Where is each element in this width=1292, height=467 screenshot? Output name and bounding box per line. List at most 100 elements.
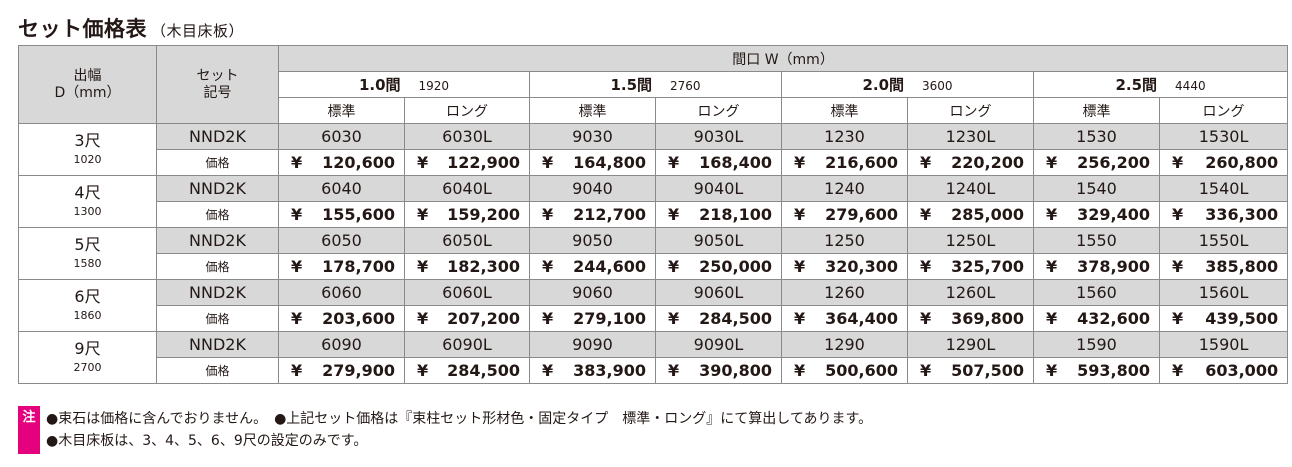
price-value: 285,000	[951, 205, 1024, 224]
price-value: 120,600	[322, 153, 395, 172]
code-row: 6尺 1860 NND2K 6060 6060L 9060 9060L 1260 1260L 15…	[18, 279, 1289, 332]
set-code-cell: NND2K	[156, 331, 279, 358]
price-value: 507,500	[951, 361, 1024, 380]
yen-sign: ¥	[794, 257, 806, 276]
product-code-cell: 9030	[529, 123, 656, 150]
code-row: 5尺 1580 NND2K 6050 6050L 9050 9050L 1250 1250L 15…	[18, 227, 1289, 280]
price-value: 385,800	[1205, 257, 1279, 276]
product-code-cell: 1540L	[1158, 175, 1289, 202]
price-label: 価格	[156, 357, 279, 384]
price-value: 369,800	[951, 309, 1024, 328]
product-code-cell: 1560	[1033, 279, 1160, 306]
product-code-cell: 1590L	[1158, 331, 1289, 358]
set-code-cell: NND2K	[156, 227, 279, 254]
yen-sign: ¥	[794, 205, 806, 224]
price-cell: ¥279,600	[781, 201, 908, 228]
yen-sign: ¥	[542, 153, 554, 172]
depth-cell: 6尺 1860	[18, 279, 157, 332]
price-cell: ¥285,000	[907, 201, 1034, 228]
product-code-cell: 1260L	[907, 279, 1034, 306]
product-code-cell: 9060	[529, 279, 656, 306]
price-label: 価格	[156, 149, 279, 176]
price-cell: ¥260,800	[1158, 149, 1289, 176]
yen-sign: ¥	[542, 309, 554, 328]
yen-sign: ¥	[542, 361, 554, 380]
price-cell: ¥320,300	[781, 253, 908, 280]
price-value: 364,400	[825, 309, 898, 328]
product-code-cell: 1230	[781, 123, 908, 150]
price-cell: ¥284,500	[404, 357, 530, 384]
price-value: 284,500	[699, 309, 772, 328]
yen-sign: ¥	[1046, 153, 1058, 172]
price-cell: ¥593,800	[1033, 357, 1160, 384]
product-code-cell: 6060L	[404, 279, 530, 306]
depth-header: 出幅 D（mm）	[18, 45, 157, 124]
product-code-cell: 6090	[278, 331, 405, 358]
product-code-cell: 1530L	[1158, 123, 1289, 150]
price-cell: ¥212,700	[529, 201, 656, 228]
price-cell: ¥250,000	[655, 253, 782, 280]
price-cell: ¥207,200	[404, 305, 530, 332]
yen-sign: ¥	[1046, 361, 1058, 380]
price-value: 593,800	[1077, 361, 1150, 380]
price-value: 325,700	[951, 257, 1024, 276]
price-cell: ¥329,400	[1033, 201, 1160, 228]
yen-sign: ¥	[1172, 153, 1184, 172]
price-cell: ¥182,300	[404, 253, 530, 280]
yen-sign: ¥	[920, 153, 932, 172]
long-header: ロング	[404, 97, 530, 124]
price-cell: ¥164,800	[529, 149, 656, 176]
product-code-cell: 9090L	[655, 331, 782, 358]
price-value: 155,600	[322, 205, 395, 224]
yen-sign: ¥	[542, 257, 554, 276]
price-cell: ¥385,800	[1158, 253, 1289, 280]
price-value: 279,900	[322, 361, 395, 380]
price-value: 164,800	[573, 153, 646, 172]
yen-sign: ¥	[1172, 361, 1184, 380]
yen-sign: ¥	[291, 205, 303, 224]
product-code-cell: 1290L	[907, 331, 1034, 358]
price-value: 212,700	[573, 205, 646, 224]
standard-header: 標準	[1033, 97, 1160, 124]
price-cell: ¥168,400	[655, 149, 782, 176]
price-row: 価格 ¥203,600 ¥207,200 ¥279,100 ¥284,500 ¥364,4…	[19, 305, 1289, 332]
price-cell: ¥218,100	[655, 201, 782, 228]
depth-cell: 9尺 2700	[18, 331, 157, 384]
standard-header: 標準	[278, 97, 405, 124]
long-header: ロング	[655, 97, 782, 124]
set-code-header: セット 記号	[156, 45, 279, 124]
product-code-cell: 6090L	[404, 331, 530, 358]
price-value: 122,900	[447, 153, 520, 172]
yen-sign: ¥	[417, 205, 429, 224]
price-label: 価格	[156, 305, 279, 332]
price-cell: ¥216,600	[781, 149, 908, 176]
price-value: 329,400	[1077, 205, 1150, 224]
price-cell: ¥122,900	[404, 149, 530, 176]
yen-sign: ¥	[1046, 257, 1058, 276]
product-code-cell: 1260	[781, 279, 908, 306]
yen-sign: ¥	[417, 361, 429, 380]
code-row: 3尺 1020 NND2K 6030 6030L 9030 9030L 1230 1230L 15…	[18, 123, 1289, 176]
price-value: 220,200	[951, 153, 1024, 172]
product-code-cell: 6050	[278, 227, 405, 254]
yen-sign: ¥	[417, 309, 429, 328]
product-code-cell: 9040L	[655, 175, 782, 202]
price-cell: ¥159,200	[404, 201, 530, 228]
product-code-cell: 1530	[1033, 123, 1160, 150]
price-cell: ¥244,600	[529, 253, 656, 280]
set-code-cell: NND2K	[156, 175, 279, 202]
price-row: 価格 ¥155,600 ¥159,200 ¥212,700 ¥218,100 ¥279,6…	[19, 201, 1289, 228]
price-cell: ¥378,900	[1033, 253, 1160, 280]
price-cell: ¥500,600	[781, 357, 908, 384]
product-code-cell: 9040	[529, 175, 656, 202]
price-value: 320,300	[825, 257, 898, 276]
price-cell: ¥279,900	[278, 357, 405, 384]
price-value: 432,600	[1077, 309, 1150, 328]
price-value: 603,000	[1205, 361, 1279, 380]
yen-sign: ¥	[417, 257, 429, 276]
product-code-cell: 1290	[781, 331, 908, 358]
product-code-cell: 1540	[1033, 175, 1160, 202]
price-value: 250,000	[699, 257, 772, 276]
price-table: 出幅 D（mm） セット 記号 間口 W（mm） 1.0間 1920 1.5間 2760…	[18, 45, 1289, 384]
yen-sign: ¥	[794, 309, 806, 328]
